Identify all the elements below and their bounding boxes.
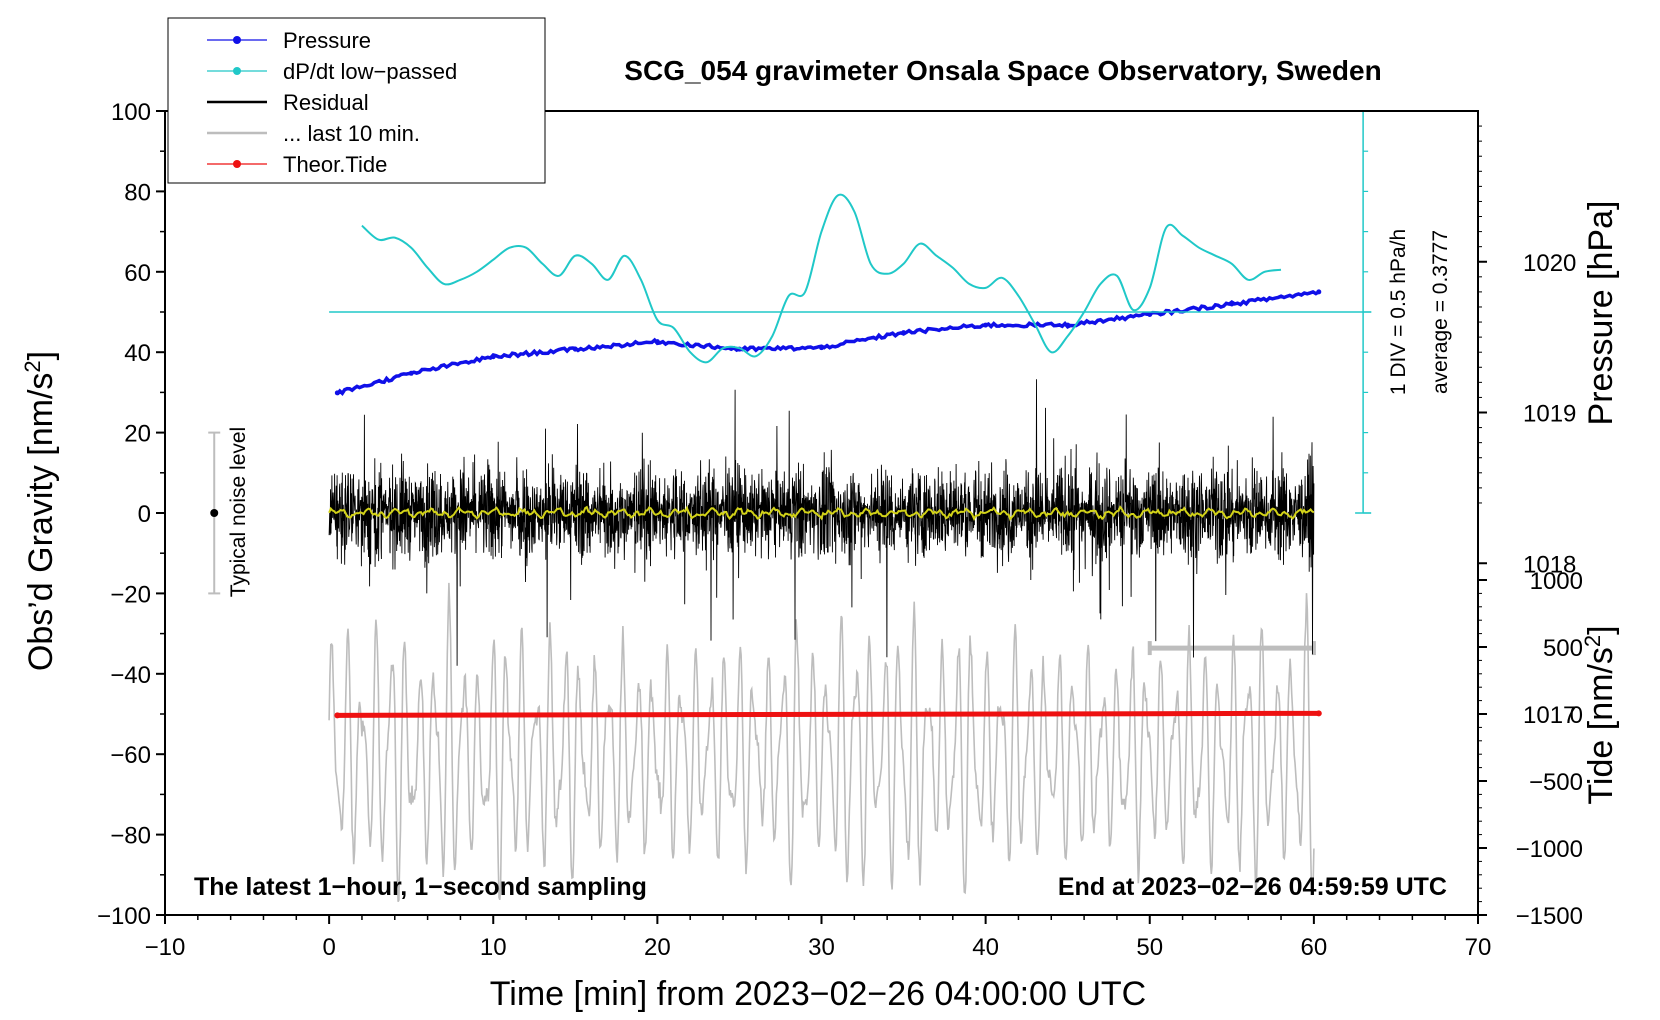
x-axis-label: Time [min] from 2023−02−26 04:00:00 UTC bbox=[490, 975, 1146, 1013]
chart-title: SCG_054 gravimeter Onsala Space Observat… bbox=[624, 55, 1381, 86]
dpdt-scale-label: 1 DIV = 0.5 hPa/h bbox=[1387, 229, 1410, 395]
y-tick-label: −100 bbox=[97, 903, 151, 930]
legend-label: Pressure bbox=[283, 28, 371, 53]
theor-tide-series bbox=[334, 710, 1322, 719]
last-10-min-series bbox=[328, 582, 1316, 903]
x-tick-label: 40 bbox=[972, 934, 999, 961]
dpdt-series bbox=[329, 110, 1372, 514]
pressure-point bbox=[819, 345, 824, 351]
pressure-point bbox=[901, 330, 907, 336]
pressure-point bbox=[334, 390, 340, 396]
legend-label: ... last 10 min. bbox=[283, 121, 420, 146]
y-tick-label: −80 bbox=[110, 823, 151, 850]
pressure-point bbox=[983, 322, 989, 328]
tide-tick-label: 0 bbox=[1570, 702, 1583, 729]
pressure-point bbox=[1147, 312, 1153, 318]
legend-marker bbox=[233, 67, 241, 75]
pressure-tick-label: 1017 bbox=[1523, 702, 1576, 729]
tide-point bbox=[334, 712, 341, 719]
y-tick-label: −40 bbox=[110, 662, 151, 689]
axes: −10 0 10 20 30 40 50 60 70100806040200−20−40−60−… bbox=[97, 99, 1583, 961]
y-tick-label: 80 bbox=[124, 179, 151, 206]
legend-marker bbox=[233, 160, 241, 168]
legend-label: dP/dt low−passed bbox=[283, 59, 457, 84]
y-tick-label: 60 bbox=[124, 260, 151, 287]
y-tick-label: −20 bbox=[110, 581, 151, 608]
y-tick-label: 40 bbox=[124, 340, 151, 367]
y-tick-label: −60 bbox=[110, 742, 151, 769]
y-tick-label: 20 bbox=[124, 421, 151, 448]
y-axis-label-sup: 2 bbox=[20, 360, 45, 372]
tide-tick-label: −500 bbox=[1529, 769, 1583, 796]
tide-point bbox=[1315, 710, 1322, 717]
x-tick-label: 30 bbox=[808, 934, 835, 961]
y-axis-label: Obs’d Gravity [nm/s2] bbox=[20, 351, 60, 671]
x-tick-label: 0 bbox=[322, 934, 335, 961]
last-10-min-bracket bbox=[1147, 641, 1316, 656]
pressure-point bbox=[654, 339, 660, 345]
pressure-tick-label: 1020 bbox=[1523, 250, 1576, 277]
pressure-point bbox=[572, 346, 578, 352]
x-tick-label: −10 bbox=[145, 934, 186, 961]
tide-tick-label: 1000 bbox=[1530, 568, 1583, 595]
annotation-bottom-left: The latest 1−hour, 1−second sampling bbox=[194, 873, 647, 901]
tide-tick-label: −1500 bbox=[1516, 903, 1583, 930]
pressure-line bbox=[335, 289, 1320, 396]
x-tick-label: 70 bbox=[1465, 934, 1492, 961]
pressure-point bbox=[408, 370, 414, 376]
noise-bar-center bbox=[210, 509, 219, 517]
tide-line bbox=[337, 710, 1319, 718]
annotation-bottom-right: End at 2023−02−26 04:59:59 UTC bbox=[1058, 873, 1447, 901]
y-tick-label: 0 bbox=[138, 501, 151, 528]
tide-tick-label: 500 bbox=[1543, 635, 1583, 662]
dpdt-average-label: average = 0.3777 bbox=[1429, 230, 1452, 394]
residual-series bbox=[328, 379, 1315, 666]
legend: Pressure dP/dt low−passed Residual ... last… bbox=[167, 17, 546, 184]
pressure-axis-label: Pressure [hPa] bbox=[1582, 201, 1620, 426]
pressure-point bbox=[490, 354, 496, 360]
y-tick-label: 100 bbox=[111, 99, 151, 126]
last-10-min-line bbox=[328, 582, 1315, 903]
tide-tick-label: −1000 bbox=[1516, 836, 1583, 863]
pressure-point bbox=[1065, 322, 1071, 328]
pressure-tick-label: 1018 bbox=[1523, 551, 1576, 578]
dpdt-line bbox=[361, 193, 1282, 364]
legend-box bbox=[167, 17, 546, 184]
pressure-point bbox=[1229, 301, 1235, 307]
noise-level-label: Typical noise level bbox=[227, 427, 250, 597]
pressure-tick-label: 1019 bbox=[1523, 401, 1576, 428]
x-tick-label: 10 bbox=[480, 934, 507, 961]
noise-bar bbox=[208, 431, 221, 595]
legend-label: Theor.Tide bbox=[283, 152, 387, 177]
x-tick-label: 20 bbox=[644, 934, 671, 961]
tide-axis-label-sup: 2 bbox=[1580, 635, 1605, 647]
residual-smoothed-series bbox=[328, 505, 1315, 522]
pressure-point bbox=[1316, 289, 1322, 295]
x-tick-label: 50 bbox=[1136, 934, 1163, 961]
x-tick-label: 60 bbox=[1301, 934, 1328, 961]
residual-line bbox=[328, 379, 1315, 666]
pressure-series bbox=[334, 289, 1322, 396]
legend-marker bbox=[233, 36, 241, 44]
residual-smoothed-line bbox=[328, 505, 1315, 522]
tide-axis-label: Tide [nm/s2] bbox=[1580, 625, 1620, 804]
legend-label: Residual bbox=[283, 90, 369, 115]
